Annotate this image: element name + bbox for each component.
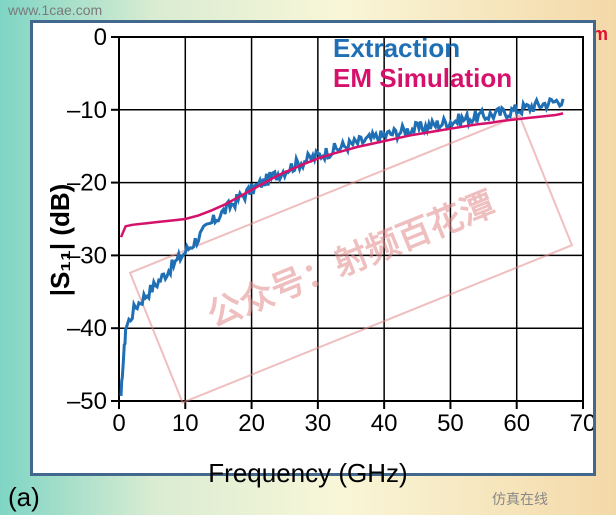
svg-text:–40: –40 [67, 315, 107, 342]
svg-text:–50: –50 [67, 388, 107, 415]
y-axis-label: |S₁₁| (dB) [45, 184, 76, 297]
svg-text:–10: –10 [67, 97, 107, 124]
svg-text:40: 40 [371, 410, 398, 437]
svg-text:20: 20 [238, 410, 265, 437]
legend-em-simulation: EM Simulation [333, 63, 512, 93]
svg-text:60: 60 [503, 410, 530, 437]
source-url-top: www.1cae.com [8, 2, 102, 18]
page-background: www.1cae.com www.1CAE.com 01020304050607… [0, 0, 616, 515]
svg-text:50: 50 [437, 410, 464, 437]
s11-chart: 010203040506070–50–40–30–20–100公众号：射频百花潭… [33, 23, 593, 473]
x-axis-label: Frequency (GHz) [0, 458, 616, 489]
svg-text:10: 10 [172, 410, 199, 437]
panel-label: (a) [8, 482, 40, 513]
svg-text:30: 30 [305, 410, 332, 437]
chart-panel: 010203040506070–50–40–30–20–100公众号：射频百花潭… [30, 20, 596, 476]
legend-extraction: Extraction [333, 33, 460, 63]
svg-text:70: 70 [570, 410, 593, 437]
footer-logo-text: 仿真在线 [492, 489, 548, 509]
svg-text:0: 0 [94, 24, 107, 51]
svg-text:0: 0 [112, 410, 125, 437]
